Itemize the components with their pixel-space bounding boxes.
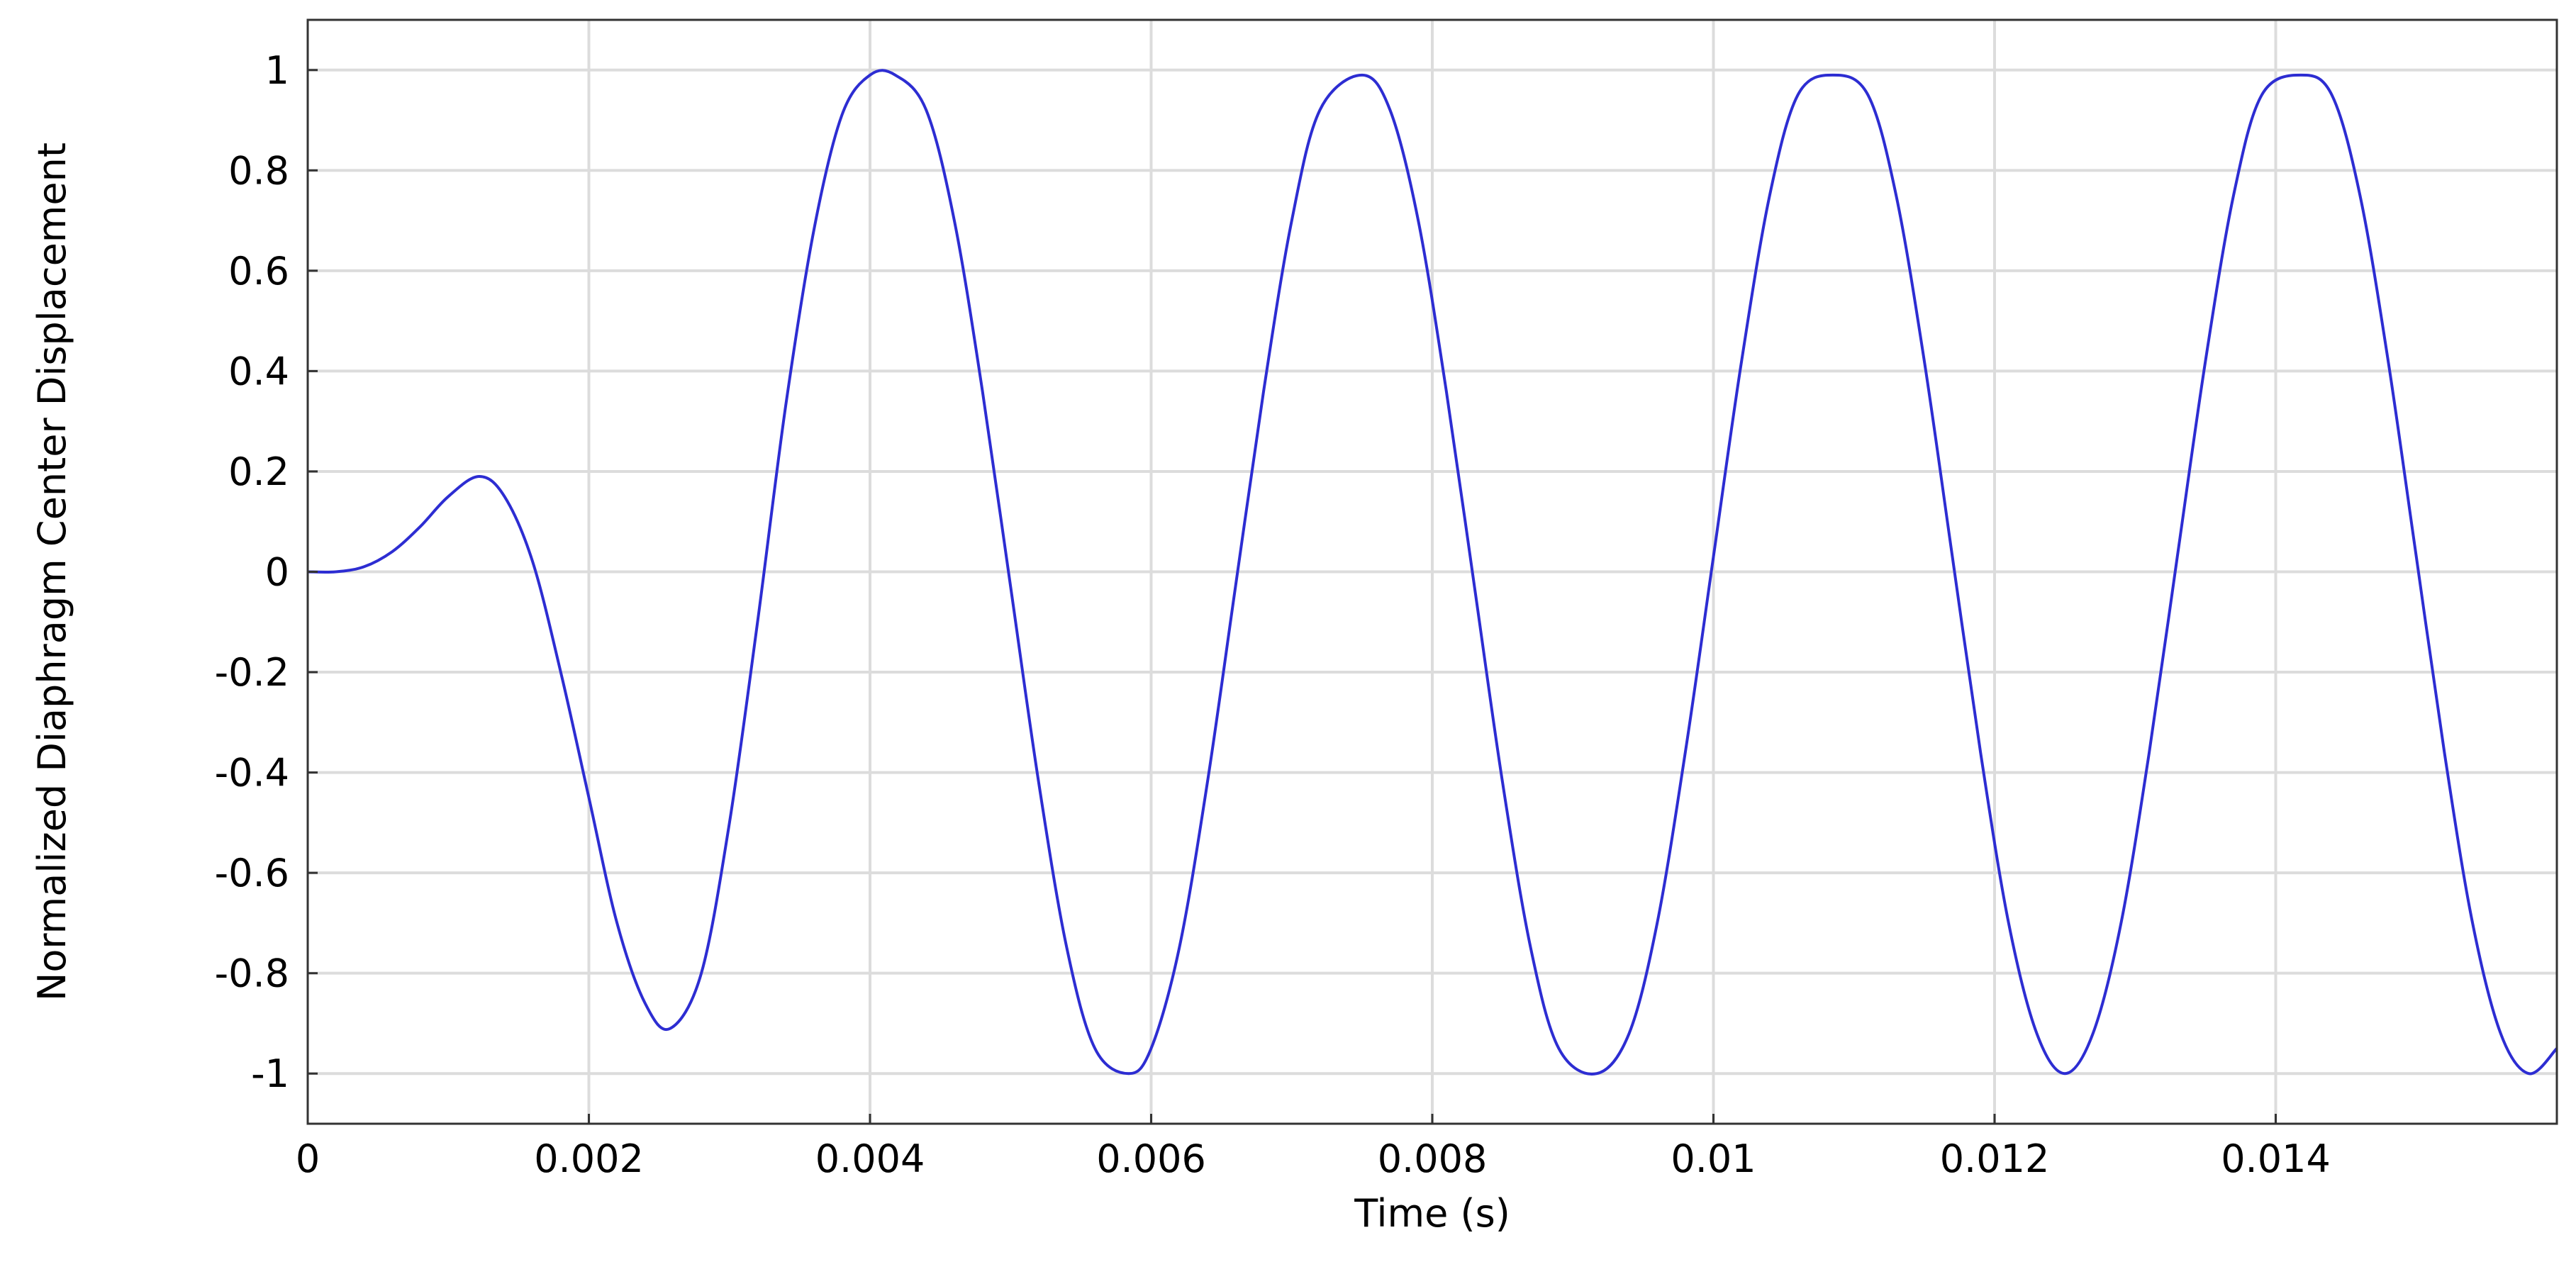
x-axis-ticks: 0 0.002 0.004 0.006 0.008 0.01 0.012 0.014 [296,1114,2331,1181]
y-tick-label: 0.4 [228,349,289,393]
x-tick-label: 0.01 [1671,1136,1756,1181]
y-tick-label: 0 [265,550,289,595]
x-tick-label: 0.002 [534,1136,644,1181]
x-tick-label: 0 [296,1136,320,1181]
y-tick-label: -1 [251,1051,289,1096]
y-tick-label: 0.8 [228,148,289,193]
y-tick-label: 1 [265,48,289,93]
y-tick-label: 0.2 [228,449,289,494]
y-axis-ticks: 1 0.8 0.6 0.4 0.2 0 -0.2 -0.4 -0.6 -0.8 -1 [215,48,318,1096]
y-tick-label: -0.4 [215,751,289,795]
x-tick-label: 0.006 [1096,1136,1206,1181]
y-tick-label: -0.8 [215,951,289,996]
y-tick-label: -0.6 [215,851,289,895]
x-tick-label: 0.008 [1378,1136,1488,1181]
y-tick-label: -0.2 [215,650,289,695]
x-axis-label: Time (s) [1354,1191,1510,1236]
displacement-series-line [308,69,2557,1076]
y-tick-label: 0.6 [228,249,289,294]
y-gridlines [308,68,2557,1076]
y-axis-label: Normalized Diaphragm Center Displacement [30,143,74,1001]
x-tick-label: 0.012 [1940,1136,2050,1181]
x-tick-label: 0.014 [2221,1136,2331,1181]
x-tick-label: 0.004 [815,1136,925,1181]
